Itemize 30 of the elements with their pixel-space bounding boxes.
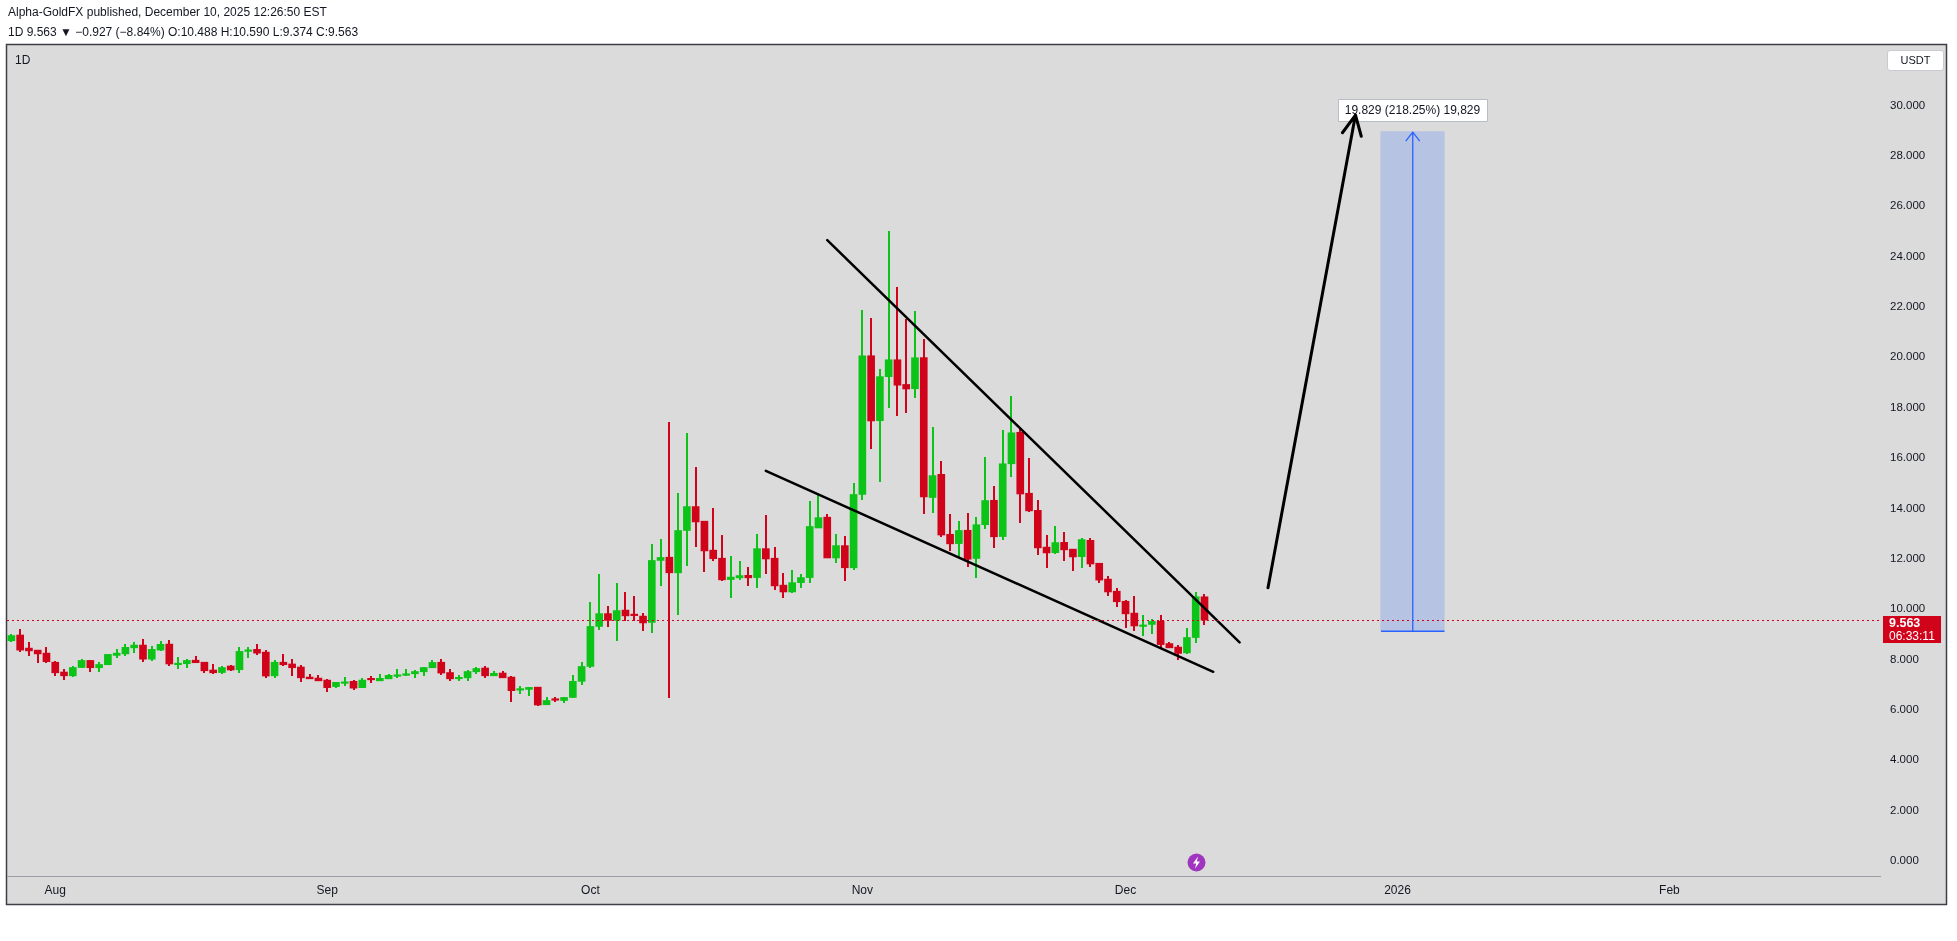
ref-line-label: 9.563	[1889, 615, 1921, 630]
annotation: 19.829 (218.25%) 19,829	[1344, 102, 1481, 117]
y-tick-label: 26.000	[1890, 199, 1926, 212]
y-tick-label: 0.000	[1890, 854, 1919, 867]
x-tick-label: Dec	[1114, 882, 1137, 897]
x-tick-label: Aug	[44, 882, 66, 897]
x-tick-label: Nov	[851, 882, 874, 897]
y-tick-label: 18.000	[1890, 400, 1926, 413]
y-tick-label: 14.000	[1890, 501, 1926, 514]
y-tick-label: 16.000	[1890, 451, 1926, 464]
y-tick-label: 22.000	[1890, 300, 1926, 313]
x-tick-label: Sep	[316, 882, 339, 897]
text: Alpha-GoldFX published, December 10, 2025 12:26:50 EST	[8, 5, 327, 20]
y-tick-label: 6.000	[1890, 702, 1919, 715]
x-tick-label: Feb	[1659, 882, 1681, 897]
text: 06:33:11	[1889, 629, 1936, 644]
y-axis-title: USDT	[1887, 50, 1944, 71]
y-tick-label: 28.000	[1890, 148, 1926, 161]
y-tick-label: 4.000	[1890, 753, 1919, 766]
chart-subtitle: 1D 9.563 ▼ −0.927 (−8.84%) O:10.488 H:10.590 L:9.374 C:9.563	[8, 25, 359, 40]
x-tick-label: 2026	[1384, 882, 1412, 897]
y-tick-label: 10.000	[1890, 602, 1926, 615]
y-tick-label: 12.000	[1890, 551, 1926, 564]
text: 1D	[15, 53, 31, 68]
y-tick-label: 30.000	[1890, 98, 1926, 111]
y-tick-label: 20.000	[1890, 350, 1926, 363]
y-tick-label: 2.000	[1890, 803, 1919, 816]
x-tick-label: Oct	[581, 882, 601, 897]
y-tick-label: 24.000	[1890, 249, 1926, 262]
y-tick-label: 8.000	[1890, 652, 1919, 665]
